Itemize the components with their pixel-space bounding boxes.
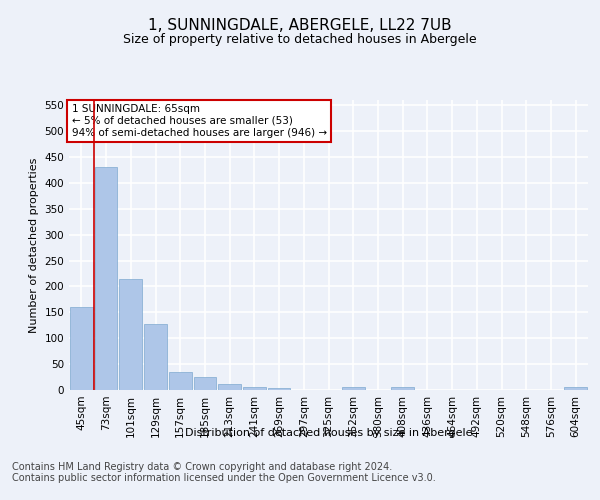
Bar: [70, 307, 93, 390]
Text: Size of property relative to detached houses in Abergele: Size of property relative to detached ho…: [123, 32, 477, 46]
Text: Distribution of detached houses by size in Abergele: Distribution of detached houses by size …: [185, 428, 473, 438]
Bar: [268, 388, 290, 390]
Text: 1 SUNNINGDALE: 65sqm
← 5% of detached houses are smaller (53)
94% of semi-detach: 1 SUNNINGDALE: 65sqm ← 5% of detached ho…: [71, 104, 327, 138]
Bar: [169, 372, 191, 390]
Bar: [194, 377, 216, 390]
Bar: [95, 168, 118, 390]
Bar: [564, 388, 587, 390]
Bar: [342, 388, 365, 390]
Text: Contains HM Land Registry data © Crown copyright and database right 2024.
Contai: Contains HM Land Registry data © Crown c…: [12, 462, 436, 483]
Bar: [243, 387, 266, 390]
Bar: [391, 388, 414, 390]
Y-axis label: Number of detached properties: Number of detached properties: [29, 158, 39, 332]
Bar: [119, 278, 142, 390]
Bar: [218, 384, 241, 390]
Text: 1, SUNNINGDALE, ABERGELE, LL22 7UB: 1, SUNNINGDALE, ABERGELE, LL22 7UB: [148, 18, 452, 32]
Bar: [144, 324, 167, 390]
